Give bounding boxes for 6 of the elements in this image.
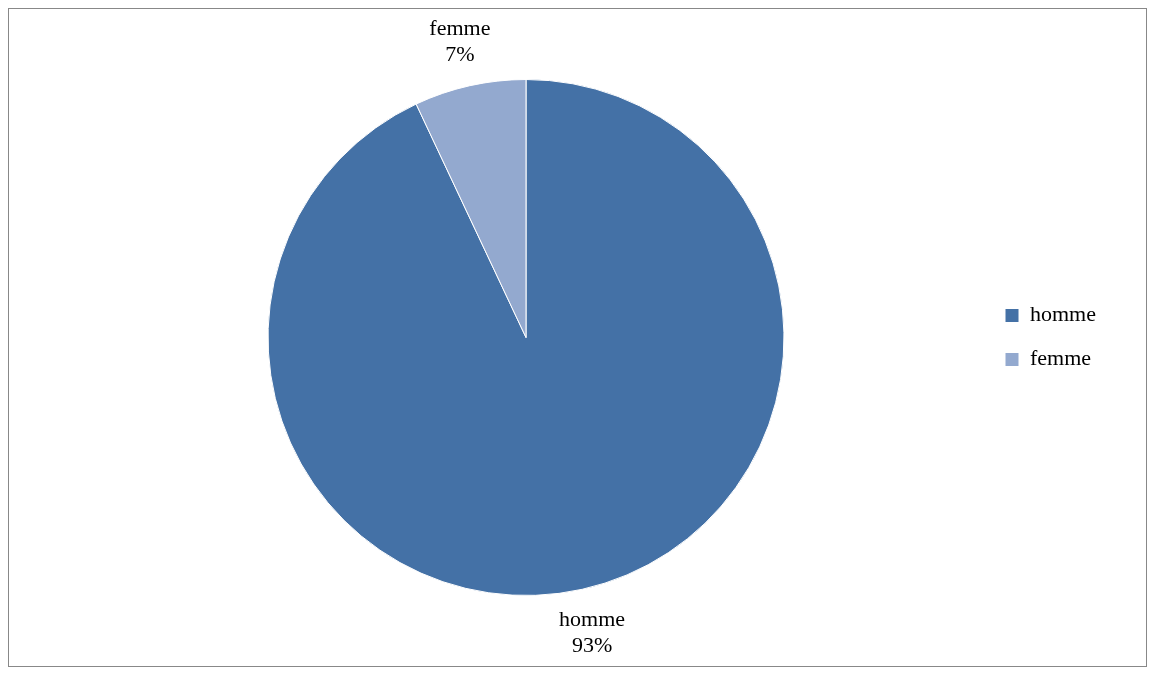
slice-label: homme [559, 605, 626, 631]
legend-label: homme [1030, 301, 1097, 327]
slice-label: femme [429, 14, 491, 40]
data-label: 93% [571, 631, 613, 657]
legend-label: femme [1030, 345, 1092, 371]
data-label: 7% [445, 40, 475, 66]
